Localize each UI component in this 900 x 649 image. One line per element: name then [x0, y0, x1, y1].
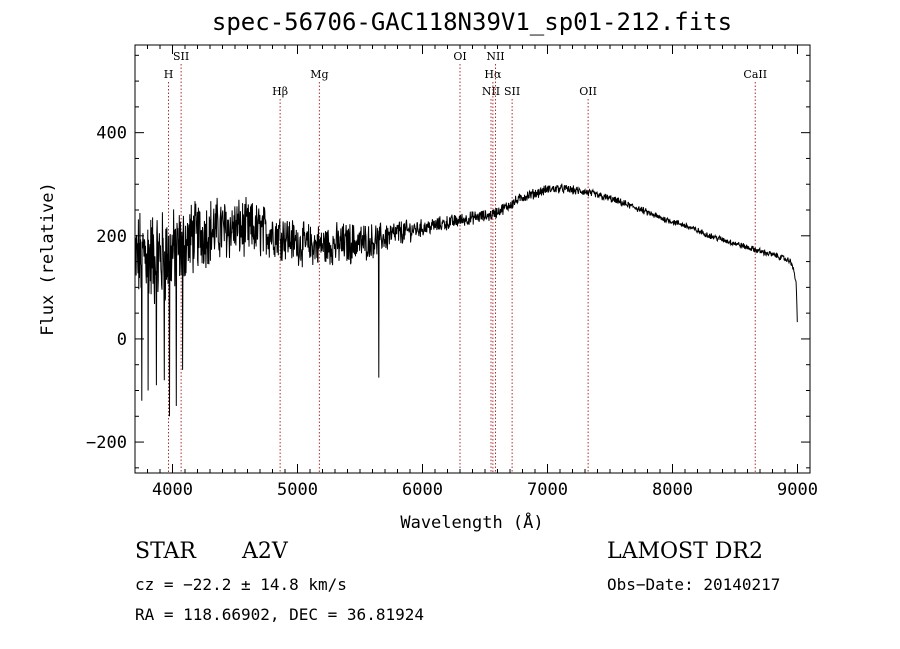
plot-frame [134, 44, 811, 474]
line-marker-label: NII [486, 50, 504, 63]
survey-name: LAMOST DR2 [607, 539, 763, 564]
line-marker-label: OI [453, 50, 466, 63]
x-tick-label: 6000 [402, 480, 443, 500]
y-tick-label: −200 [86, 433, 127, 453]
spectrum-series-line [134, 183, 798, 417]
x-tick-label: 5000 [277, 480, 318, 500]
chart-title: spec-56706-GAC118N39V1_sp01-212.fits [212, 8, 732, 36]
x-axis-label: Wavelength (Å) [400, 511, 543, 533]
spectral-subclass: A2V [242, 539, 288, 564]
x-tick-label: 9000 [777, 480, 818, 500]
x-tick-label: 7000 [527, 480, 568, 500]
x-tick-label: 8000 [652, 480, 693, 500]
x-axis-ticks: 4000 5000 6000 7000 8000 9000 [134, 45, 818, 500]
redshift-text: cz = −22.2 ± 14.8 km/s [135, 575, 347, 594]
line-marker-label: CaII [743, 68, 767, 81]
y-tick-label: 0 [117, 330, 127, 350]
emission-line-markers: H SII Hβ Mg OI NII Hα NII SII OII CaII [164, 50, 767, 473]
line-marker-label: Hβ [272, 85, 288, 98]
y-tick-label: 400 [96, 124, 127, 144]
line-marker-label: H [164, 68, 174, 81]
line-marker-label: Hα [484, 68, 502, 81]
y-axis-ticks: −200 0 200 400 [86, 54, 810, 469]
line-marker-label: Mg [310, 68, 328, 81]
coordinates-text: RA = 118.66902, DEC = 36.81924 [135, 605, 424, 624]
line-marker-label: SII [173, 50, 189, 63]
y-axis-label: Flux (relative) [38, 182, 58, 336]
line-marker-label: NII [482, 85, 500, 98]
line-marker-label: SII [504, 85, 520, 98]
object-type: STAR [135, 539, 196, 564]
line-marker-label: OII [579, 85, 597, 98]
y-tick-label: 200 [96, 227, 127, 247]
obs-date-text: Obs−Date: 20140217 [607, 575, 781, 594]
x-tick-label: 4000 [152, 480, 193, 500]
